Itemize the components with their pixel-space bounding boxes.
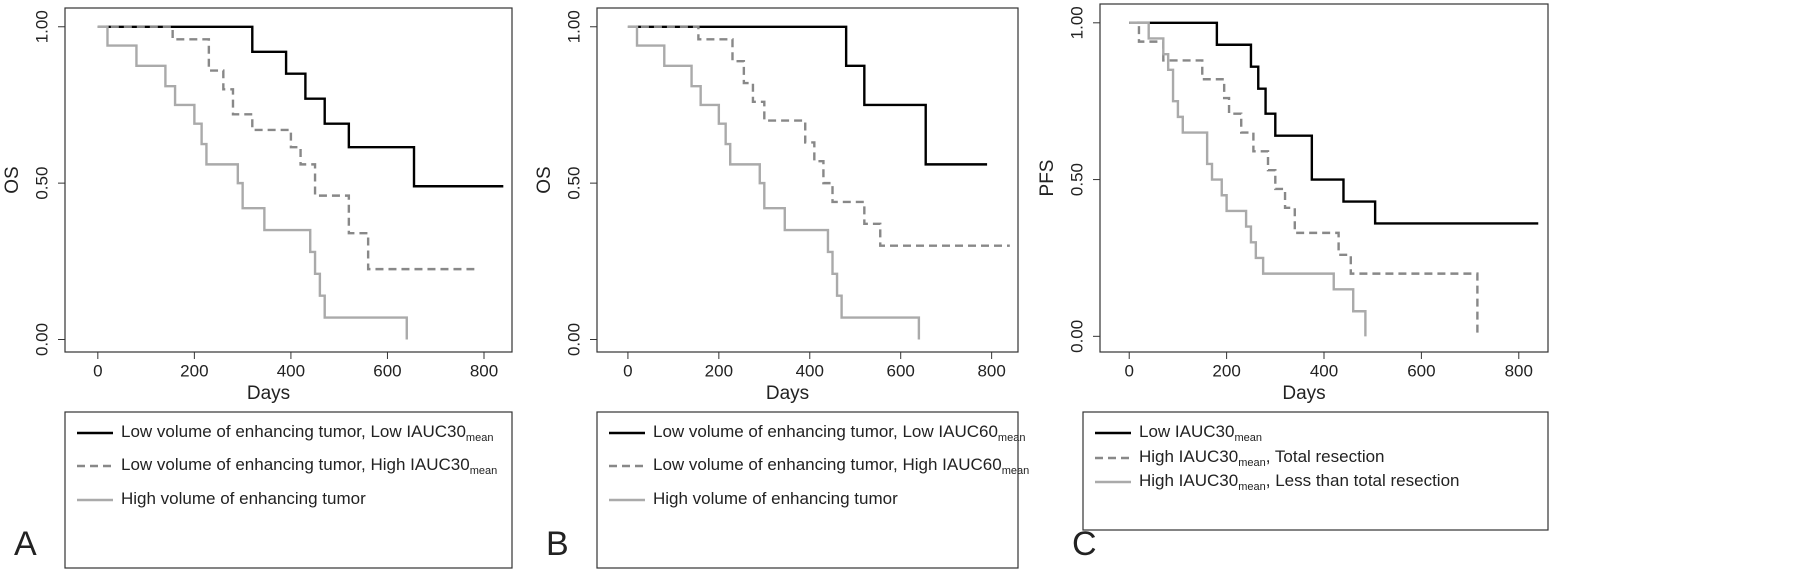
legend-text: , Less than total resection: [1266, 471, 1460, 490]
legend-text: High volume of enhancing tumor: [653, 489, 898, 508]
x-tick-label: 200: [180, 361, 208, 380]
y-tick-label: 0.00: [1067, 320, 1086, 353]
y-tick-label: 0.50: [1067, 163, 1086, 196]
x-tick-label: 800: [977, 361, 1005, 380]
y-tick-label: 0.50: [32, 167, 51, 200]
survival-curve: [627, 25, 1010, 247]
x-tick-label: 800: [470, 361, 498, 380]
legend-label: High volume of enhancing tumor: [121, 489, 366, 508]
x-tick-label: 0: [1124, 361, 1133, 380]
legend-label: High volume of enhancing tumor: [653, 489, 898, 508]
legend-box: [596, 411, 1019, 569]
legend-text: , Total resection: [1266, 447, 1385, 466]
legend-box: [1082, 411, 1549, 531]
plot-frame: [64, 7, 513, 353]
legend-label: Low volume of enhancing tumor, High IAUC…: [653, 455, 1029, 476]
legend-text: Low volume of enhancing tumor, Low IAUC6…: [653, 422, 998, 441]
legend-subscript: mean: [998, 432, 1026, 444]
legend-subscript: mean: [466, 432, 494, 444]
survival-curve: [627, 25, 921, 340]
x-axis-label: Days: [766, 383, 809, 404]
survival-curve: [97, 25, 475, 271]
legend-subscript: mean: [1234, 432, 1262, 444]
survival-curve: [1129, 21, 1367, 337]
legend-text: Low volume of enhancing tumor, High IAUC…: [653, 455, 1002, 474]
y-axis-label: OS: [534, 166, 555, 193]
x-tick-label: 200: [1212, 361, 1240, 380]
y-tick-label: 0.50: [564, 167, 583, 200]
legend-text: Low IAUC30: [1139, 422, 1234, 441]
legend-text: Low volume of enhancing tumor, Low IAUC3…: [121, 422, 466, 441]
x-tick-label: 400: [277, 361, 305, 380]
x-tick-label: 400: [796, 361, 824, 380]
y-axis-label: PFS: [1037, 160, 1058, 197]
x-axis-label: Days: [247, 383, 290, 404]
legend-subscript: mean: [1002, 465, 1030, 477]
x-tick-label: 600: [887, 361, 915, 380]
legend-label: High IAUC30mean, Total resection: [1139, 447, 1385, 468]
x-tick-label: 0: [623, 361, 632, 380]
legend-subscript: mean: [1238, 457, 1266, 469]
y-tick-label: 1.00: [564, 10, 583, 43]
y-tick-label: 1.00: [1067, 6, 1086, 39]
x-tick-label: 600: [1407, 361, 1435, 380]
panel-label: A: [14, 525, 37, 563]
survival-curve: [97, 25, 408, 340]
plot-frame: [596, 7, 1019, 353]
x-tick-label: 400: [1310, 361, 1338, 380]
y-axis-label: OS: [2, 166, 23, 193]
legend-label: Low volume of enhancing tumor, High IAUC…: [121, 455, 497, 476]
y-tick-label: 1.00: [32, 10, 51, 43]
x-tick-label: 0: [93, 361, 102, 380]
y-tick-label: 0.00: [32, 323, 51, 356]
survival-curve: [1129, 21, 1479, 337]
legend-text: High IAUC30: [1139, 447, 1238, 466]
legend-label: High IAUC30mean, Less than total resecti…: [1139, 471, 1459, 492]
legend-box: [64, 411, 513, 569]
panel-label: C: [1072, 525, 1097, 563]
x-tick-label: 800: [1505, 361, 1533, 380]
panel-label: B: [546, 525, 569, 563]
legend-subscript: mean: [470, 465, 498, 477]
survival-curve: [97, 25, 504, 188]
legend-text: High volume of enhancing tumor: [121, 489, 366, 508]
y-tick-label: 0.00: [564, 323, 583, 356]
survival-curve: [1129, 21, 1539, 225]
legend-text: High IAUC30: [1139, 471, 1238, 490]
x-tick-label: 600: [373, 361, 401, 380]
survival-curve: [627, 25, 988, 166]
x-tick-label: 200: [705, 361, 733, 380]
legend-text: Low volume of enhancing tumor, High IAUC…: [121, 455, 470, 474]
legend-label: Low volume of enhancing tumor, Low IAUC6…: [653, 422, 1025, 443]
legend-subscript: mean: [1238, 481, 1266, 493]
legend-label: Low volume of enhancing tumor, Low IAUC3…: [121, 422, 493, 443]
x-axis-label: Days: [1282, 383, 1325, 404]
legend-label: Low IAUC30mean: [1139, 422, 1262, 443]
